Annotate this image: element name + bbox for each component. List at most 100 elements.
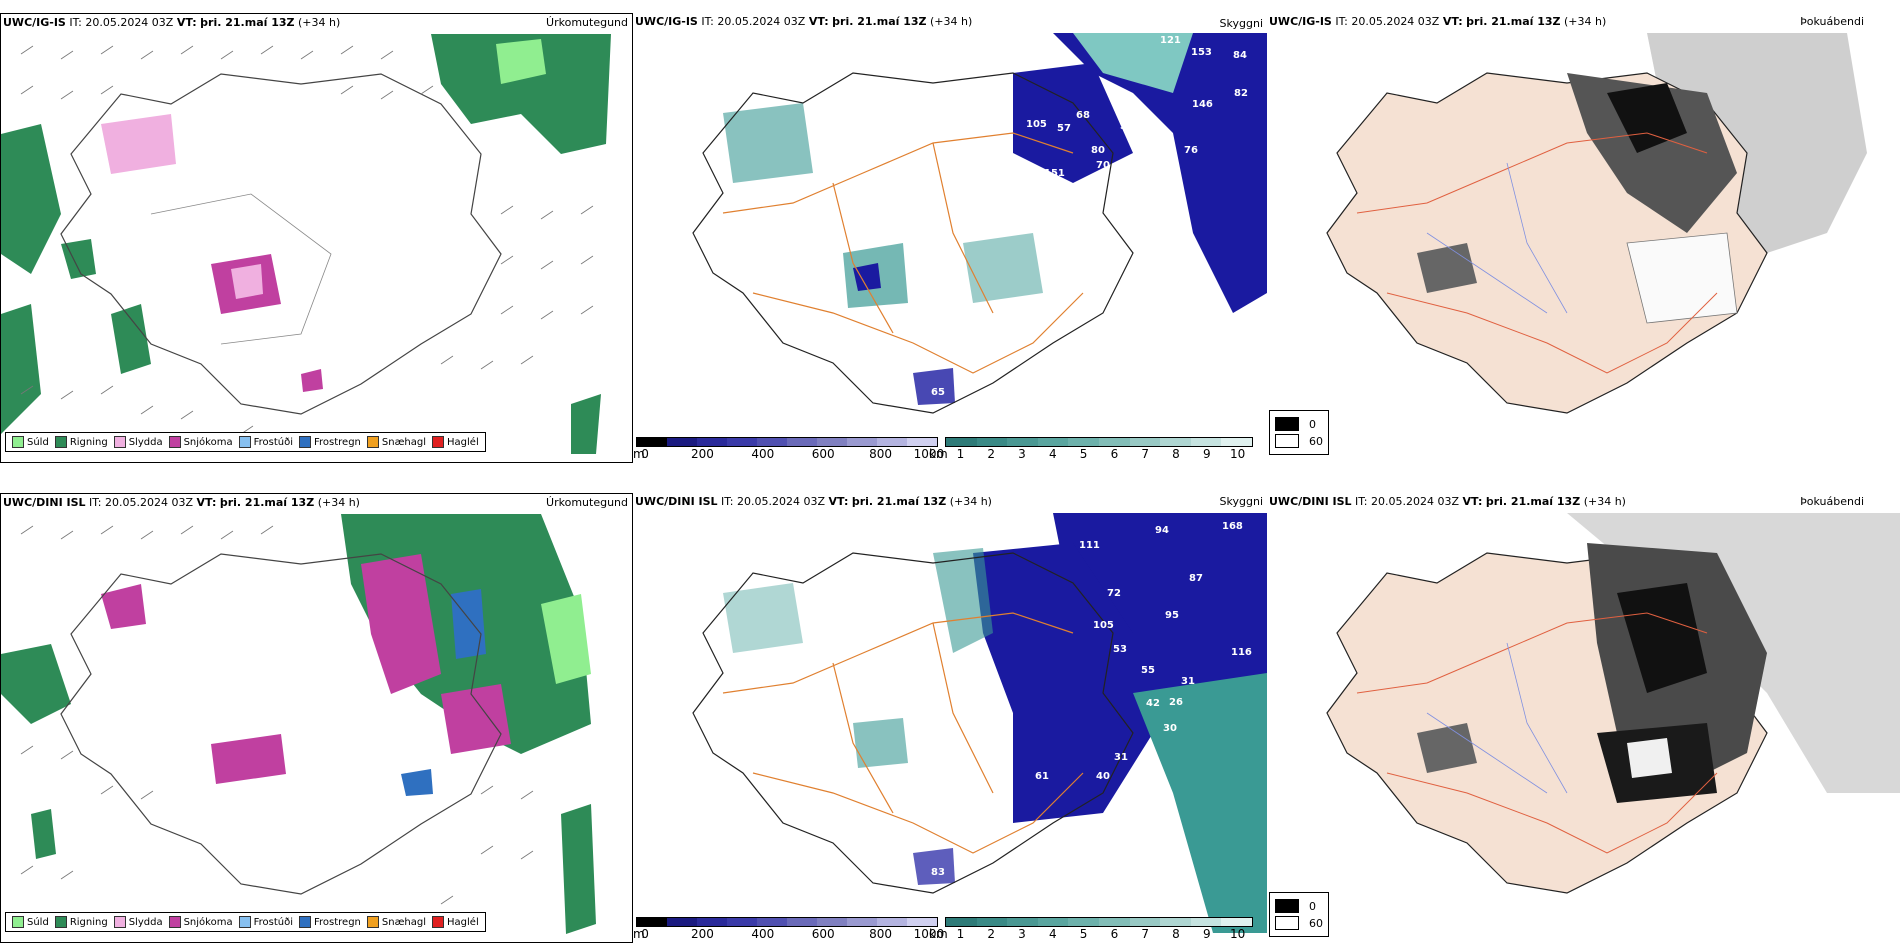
tick-label: 200 (690, 927, 714, 941)
colorbar-segment (1129, 438, 1161, 446)
legend-item-rigning: Rigning (54, 916, 108, 928)
visibility-map (692, 33, 1267, 414)
fog-legend-row: 0 (1275, 899, 1323, 913)
tick-label: 1 (956, 927, 965, 941)
colorbar-segment (757, 918, 787, 926)
panel-title: Skyggni (1219, 17, 1263, 30)
legend-swatch (299, 436, 311, 448)
colorbar-segment (787, 918, 817, 926)
panel-bottom-fog: UWC/DINI ISL IT: 20.05.2024 03Z VT: þri.… (1267, 493, 1900, 943)
panel-header: UWC/DINI ISL IT: 20.05.2024 03Z VT: þri.… (1269, 495, 1626, 508)
colorbar-segment (877, 438, 907, 446)
colorbar-segment (637, 438, 667, 446)
elevation-ticks: 0 200 400 600 800 1000 (636, 447, 944, 461)
colorbar-segment (1221, 918, 1252, 926)
panel-header: UWC/DINI ISL IT: 20.05.2024 03Z VT: þri.… (635, 495, 992, 508)
colorbar-segment (787, 438, 817, 446)
colorbar-segment (667, 918, 697, 926)
panel-header: UWC/IG-IS IT: 20.05.2024 03Z VT: þri. 21… (1269, 15, 1607, 28)
vis-number: 65 (931, 387, 945, 398)
vis-number: 68 (1076, 110, 1090, 121)
vis-number: 95 (1165, 610, 1179, 621)
legend-swatch (238, 916, 251, 928)
fog-swatch-white (1275, 916, 1299, 930)
colorbar-segment (1007, 438, 1038, 446)
colorbar-segment (847, 918, 877, 926)
colorbar-segment (757, 438, 787, 446)
tick-label: 1000 (913, 927, 945, 941)
vis-number: 105 (1026, 119, 1047, 130)
panel-header: UWC/DINI ISL IT: 20.05.2024 03Z VT: þri.… (3, 496, 360, 509)
legend-item-haglel: Haglél (432, 436, 479, 448)
colorbar-segment (727, 918, 757, 926)
vis-number: 76 (1184, 145, 1198, 156)
fog-swatch-black (1275, 417, 1299, 431)
fog-legend-row: 60 (1275, 916, 1323, 930)
vis-number: 83 (931, 867, 945, 878)
legend-swatch (168, 436, 181, 448)
colorbar-segment (697, 438, 727, 446)
legend-item-frostudi: Frostúði (238, 916, 293, 928)
panel-top-fog: UWC/IG-IS IT: 20.05.2024 03Z VT: þri. 21… (1267, 13, 1900, 463)
colorbar-segment (1037, 918, 1069, 926)
tick-label: 3 (1018, 927, 1026, 941)
vis-number: 82 (1234, 88, 1248, 99)
legend-item-sudl: Súld (12, 916, 49, 928)
legend-item-snjokoma: Snjókoma (168, 916, 233, 928)
vis-number: 121 (1160, 35, 1181, 46)
vis-number: 30 (1163, 723, 1177, 734)
vis-number: 111 (1079, 540, 1100, 551)
legend-swatch (366, 916, 379, 928)
visibility-colorbar: 1 2 3 4 5 6 7 8 9 10 km (929, 437, 1253, 461)
colorbar-segment (1068, 438, 1099, 446)
colorbar-segment (877, 918, 907, 926)
fog-swatch-white (1275, 434, 1299, 448)
tick-label: 7 (1141, 447, 1150, 461)
visibility-unit: km (929, 927, 948, 941)
tick-label: 4 (1048, 447, 1057, 461)
precip-map (1, 34, 611, 454)
colorbar-segment (1160, 918, 1191, 926)
colorbar-segment (847, 438, 877, 446)
precip-legend: Súld Rigning Slydda Snjókoma Frostúði Fr… (5, 432, 486, 452)
fog-map (1326, 513, 1900, 894)
legend-item-slydda: Slydda (113, 436, 163, 448)
panel-bottom-precip: UWC/DINI ISL IT: 20.05.2024 03Z VT: þri.… (0, 493, 633, 943)
tick-label: 2 (987, 447, 996, 461)
visibility-unit: km (929, 447, 948, 461)
legend-item-slydda: Slydda (113, 916, 163, 928)
tick-label: 10 (1229, 447, 1246, 461)
vis-number: 168 (1222, 521, 1243, 532)
panel-title: Úrkomutegund (546, 496, 628, 509)
tick-label: 600 (811, 927, 835, 941)
legend-item-haglel: Haglél (432, 916, 479, 928)
fog-map (1326, 33, 1867, 414)
tick-label: 1000 (913, 447, 945, 461)
fog-swatch-black (1275, 899, 1299, 913)
colorbar-segment (817, 918, 847, 926)
legend-item-snjokoma: Snjókoma (168, 436, 233, 448)
vis-number: 116 (1231, 647, 1252, 658)
legend-swatch (113, 916, 126, 928)
legend-item-rigning: Rigning (54, 436, 108, 448)
vis-number: 26 (1169, 697, 1183, 708)
colorbar-segment (697, 918, 727, 926)
tick-label: 7 (1141, 927, 1150, 941)
tick-label: 4 (1048, 927, 1057, 941)
vis-number: 153 (1191, 47, 1212, 58)
vis-number: 80 (1091, 145, 1105, 156)
colorbar-segment (946, 438, 977, 446)
elevation-unit: m (633, 927, 645, 941)
vis-number: 70 (1096, 160, 1110, 171)
colorbar-segment (976, 918, 1008, 926)
vis-number: 56 (1120, 121, 1134, 132)
legend-item-snaehagl: Snæhagl (366, 916, 426, 928)
fog-legend-top: 0 60 (1269, 410, 1329, 455)
legend-swatch (238, 436, 251, 448)
tick-label: 8 (1172, 447, 1180, 461)
elevation-bar (636, 917, 938, 927)
panel-title: Þokuábendi (1800, 15, 1864, 28)
colorbar-segment (907, 438, 937, 446)
tick-label: 200 (690, 447, 714, 461)
fog-legend-row: 0 (1275, 417, 1323, 431)
